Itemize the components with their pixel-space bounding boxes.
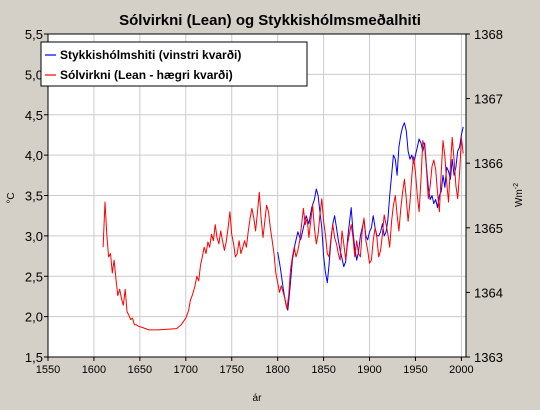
y-left-tick-label: 5,5 [25,27,43,42]
legend-label-series-1: Stykkishólmshiti (vinstri kvarði) [60,48,241,62]
x-tick-label: 1750 [219,364,243,376]
legend-box [40,41,308,87]
x-tick-label: 1800 [265,364,289,376]
x-tick-label: 1900 [357,364,381,376]
y-left-tick-label: 2,5 [25,269,43,284]
y-left-axis-label: °C [6,192,17,203]
series-layer [102,122,464,331]
y-left-tick-label: 3,5 [25,189,43,204]
y-right-tick-label: 1363 [474,350,503,365]
y-left-tick-label: 4,0 [25,148,43,163]
x-axis-label: ár [253,393,263,404]
x-tick-label: 1550 [36,364,60,376]
y-left-tick-label: 4,5 [25,108,43,123]
series-line-2 [102,136,464,331]
x-tick-label: 1950 [403,364,427,376]
chart-title: Sólvirkni (Lean) og Stykkishólmsmeðalhit… [119,12,421,29]
x-tick-label: 2000 [449,364,473,376]
y-left-tick-label: 5,0 [25,67,43,82]
y-left-axis-ticks: 1,5 2,0 2,5 3,0 3,5 4,0 4,5 5,0 5,5 [25,27,48,365]
y-right-axis-ticks: 1363 1364 1365 1366 1367 1368 [466,27,503,365]
x-tick-label: 1600 [82,364,106,376]
x-tick-label: 1650 [128,364,152,376]
plot-frame [47,33,467,358]
y-left-tick-label: 1,5 [25,350,43,365]
y-right-tick-label: 1366 [474,156,503,171]
y-right-tick-label: 1364 [474,285,503,300]
legend: Stykkishólmshiti (vinstri kvarði) Sólvir… [40,41,308,87]
legend-label-series-2: Sólvirkni (Lean - hægri kvarði) [60,68,233,82]
y-right-axis-label: Wm-2 [513,183,525,207]
y-right-tick-label: 1368 [474,27,503,42]
y-right-label-exponent: -2 [513,183,520,189]
x-tick-label: 1700 [174,364,198,376]
y-right-axis-label-group: Wm-2 [513,183,525,207]
x-axis-ticks: 1550 1600 1650 1700 1750 1800 1850 1900 1950 2000 [36,357,474,376]
y-right-label-base: Wm [514,189,525,207]
y-right-tick-label: 1365 [474,221,503,236]
y-left-tick-label: 3,0 [25,229,43,244]
y-right-tick-label: 1367 [474,92,503,107]
y-left-tick-label: 2,0 [25,310,43,325]
x-tick-label: 1850 [311,364,335,376]
